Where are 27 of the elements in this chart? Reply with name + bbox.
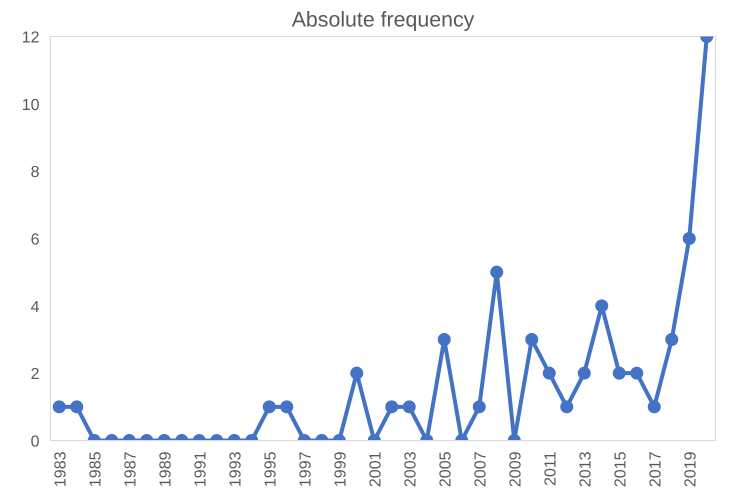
x-tick-label: 1989 <box>157 451 174 488</box>
x-tick-label: 2007 <box>472 451 490 488</box>
x-tick-label: 2015 <box>612 451 630 488</box>
y-tick-label: 4 <box>30 298 40 316</box>
x-tick-label: 2005 <box>437 451 454 488</box>
x-tick-label: 1985 <box>87 451 104 488</box>
y-tick-label: 12 <box>22 30 40 46</box>
x-tick-label: 1997 <box>297 451 314 488</box>
y-tick-label: 2 <box>30 366 40 384</box>
x-tick-label: 2011 <box>542 451 560 486</box>
x-tick-label: 1983 <box>52 451 70 488</box>
y-tick-label: 10 <box>22 96 40 114</box>
x-tick-label: 2019 <box>682 451 700 488</box>
x-tick-label: 2001 <box>367 451 384 488</box>
x-tick-label: 1995 <box>262 451 280 488</box>
x-tick-label: 1993 <box>227 451 244 488</box>
x-tick-label: 1999 <box>332 451 350 488</box>
x-tick-label: 1991 <box>192 451 210 488</box>
y-tick-label: 6 <box>30 232 40 248</box>
x-tick-label: 1987 <box>122 451 140 488</box>
x-tick-label: 2009 <box>507 451 524 488</box>
x-tick-label: 2017 <box>647 451 664 488</box>
y-tick-label: 8 <box>30 164 40 182</box>
x-tick-label: 2003 <box>402 451 420 488</box>
y-tick-label: 0 <box>30 434 40 450</box>
x-tick-label: 2013 <box>577 451 594 488</box>
chart-title: Absolute frequency <box>292 8 475 32</box>
